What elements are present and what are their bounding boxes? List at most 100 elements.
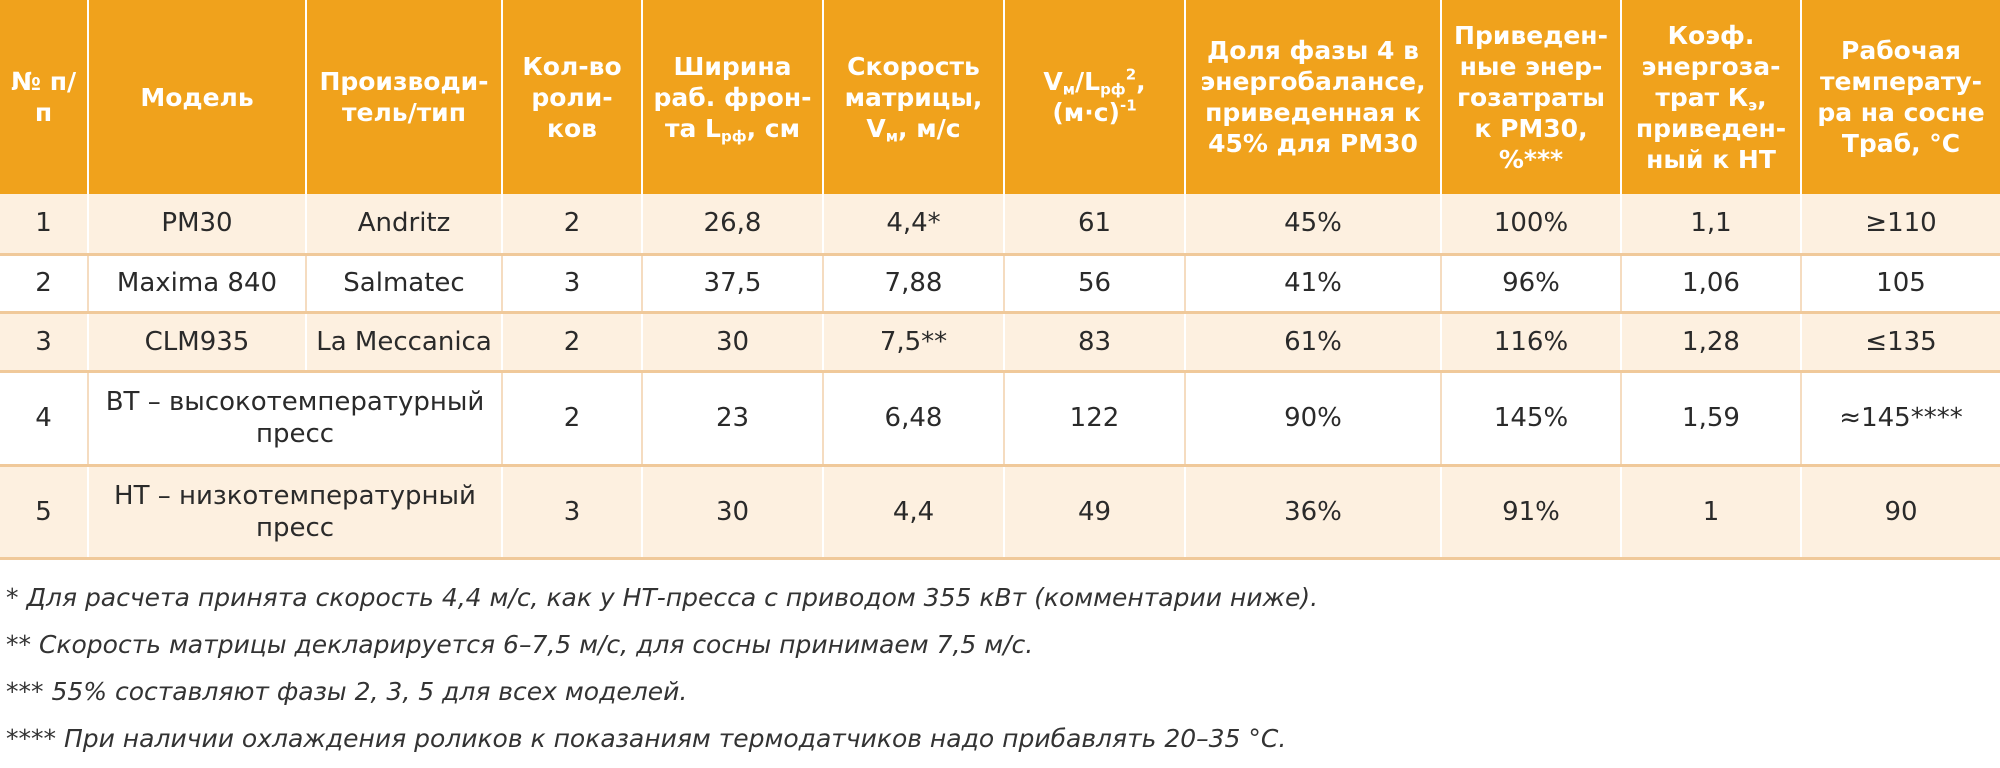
cell-energy-coef: 1,1 — [1620, 194, 1801, 256]
table-row: 4 ВТ – высокотемпературный пресс 2 23 6,… — [0, 371, 2000, 467]
footnote-2: ** Скорость матрицы декларируется 6–7,5 … — [6, 630, 1034, 659]
footnote-3: *** 55% составляют фазы 2, 3, 5 для всех… — [6, 677, 688, 706]
header-ratio-superscript: 2 — [1125, 65, 1137, 84]
header-energy-coef: Коэф. энергоза-трат Кэ, приведен-ный к Н… — [1620, 0, 1801, 194]
cell-phase4-share: 90% — [1184, 371, 1441, 467]
header-manufacturer-label: Производи-тель/тип — [319, 67, 489, 127]
cell-phase4-share: 36% — [1184, 465, 1441, 560]
header-number-label: № п/п — [10, 67, 77, 127]
cell-width: 26,8 — [641, 194, 823, 256]
cell-temperature: ≤135 — [1800, 312, 2000, 373]
header-ratio-exponent: -1 — [1119, 96, 1137, 115]
header-energy-coef-rest: , приведен-ный к НТ — [1635, 82, 1787, 174]
cell-width: 30 — [641, 312, 823, 373]
table-header-row: № п/п Модель Производи-тель/тип Кол-во р… — [0, 0, 2000, 194]
header-speed-subscript: м — [885, 127, 899, 145]
cell-energy-coef: 1,28 — [1620, 312, 1801, 373]
cell-manufacturer: Andritz — [305, 194, 502, 256]
header-roller-count: Кол-во роли-ков — [501, 0, 642, 194]
cell-model: CLM935 — [87, 312, 306, 373]
cell-roller-count: 3 — [501, 465, 642, 560]
header-roller-count-label: Кол-во роли-ков — [522, 51, 622, 143]
cell-speed: 4,4 — [822, 465, 1004, 560]
cell-model: РМ30 — [87, 194, 306, 256]
cell-energy-coef: 1,06 — [1620, 254, 1801, 314]
header-energy-coef-label: Коэф. энергоза-трат К — [1641, 20, 1781, 112]
header-ratio-subscript-m: м — [1062, 80, 1075, 99]
table-row: 1 РМ30 Andritz 2 26,8 4,4* 61 45% 100% 1… — [0, 194, 2000, 256]
cell-energy-cost: 91% — [1440, 465, 1621, 560]
header-number: № п/п — [0, 0, 88, 194]
cell-energy-cost: 100% — [1440, 194, 1621, 256]
header-speed: Скорость матрицы, Vм, м/с — [822, 0, 1004, 194]
header-model: Модель — [87, 0, 306, 194]
header-width: Ширина раб. фрон-та Lрф, см — [641, 0, 823, 194]
cell-model: ВТ – высокотемпературный пресс — [87, 371, 502, 467]
header-energy-coef-subscript: э — [1748, 96, 1758, 114]
cell-phase4-share: 41% — [1184, 254, 1441, 314]
header-manufacturer: Производи-тель/тип — [305, 0, 502, 194]
cell-speed: 7,5** — [822, 312, 1004, 373]
header-width-unit: , см — [746, 113, 801, 143]
footnotes: * Для расчета принята скорость 4,4 м/с, … — [6, 574, 1986, 762]
header-width-label: Ширина раб. фрон-та L — [653, 51, 812, 143]
cell-ratio: 56 — [1003, 254, 1185, 314]
cell-speed: 7,88 — [822, 254, 1004, 314]
cell-temperature: 105 — [1800, 254, 2000, 314]
cell-width: 23 — [641, 371, 823, 467]
footnote-4: **** При наличии охлаждения роликов к по… — [6, 724, 1287, 753]
cell-ratio: 49 — [1003, 465, 1185, 560]
header-ratio-subscript-rf: рф — [1100, 80, 1126, 99]
cell-phase4-share: 61% — [1184, 312, 1441, 373]
header-speed-unit: , м/с — [898, 113, 961, 143]
cell-manufacturer: Salmatec — [305, 254, 502, 314]
table-row: 3 CLM935 La Meccanica 2 30 7,5** 83 61% … — [0, 312, 2000, 373]
table-row: 2 Maxima 840 Salmatec 3 37,5 7,88 56 41%… — [0, 254, 2000, 314]
cell-energy-cost: 116% — [1440, 312, 1621, 373]
cell-energy-cost: 96% — [1440, 254, 1621, 314]
header-energy-cost: Приведен-ные энер-гозатраты к РМ30, %*** — [1440, 0, 1621, 194]
footnote-1: * Для расчета принята скорость 4,4 м/с, … — [6, 583, 1319, 612]
header-temperature-label: Рабочая температу-ра на сосне Траб, °С — [1817, 36, 1985, 158]
cell-speed: 4,4* — [822, 194, 1004, 256]
cell-temperature: 90 — [1800, 465, 2000, 560]
cell-temperature: ≥110 — [1800, 194, 2000, 256]
cell-model: НТ – низкотемпературный пресс — [87, 465, 502, 560]
header-speed-label: Скорость матрицы, V — [844, 51, 983, 143]
cell-number: 5 — [0, 465, 88, 560]
header-temperature: Рабочая температу-ра на сосне Траб, °С — [1800, 0, 2000, 194]
table-row: 5 НТ – низкотемпературный пресс 3 30 4,4… — [0, 465, 2000, 560]
header-ratio-label: V — [1043, 67, 1063, 96]
cell-energy-coef: 1 — [1620, 465, 1801, 560]
header-ratio: Vм/Lрф2, (м·с)-1 — [1003, 0, 1185, 194]
header-ratio-mid: /L — [1075, 67, 1101, 96]
header-ratio-unit: (м·с) — [1052, 98, 1120, 127]
cell-ratio: 61 — [1003, 194, 1185, 256]
cell-phase4-share: 45% — [1184, 194, 1441, 256]
cell-width: 37,5 — [641, 254, 823, 314]
cell-speed: 6,48 — [822, 371, 1004, 467]
cell-width: 30 — [641, 465, 823, 560]
press-comparison-table: № п/п Модель Производи-тель/тип Кол-во р… — [0, 0, 2000, 560]
cell-manufacturer: La Meccanica — [305, 312, 502, 373]
cell-energy-cost: 145% — [1440, 371, 1621, 467]
cell-number: 1 — [0, 194, 88, 256]
cell-number: 3 — [0, 312, 88, 373]
header-phase4-share: Доля фазы 4 в энергобалансе, приведенная… — [1184, 0, 1441, 194]
cell-number: 2 — [0, 254, 88, 314]
cell-model: Maxima 840 — [87, 254, 306, 314]
cell-number: 4 — [0, 371, 88, 467]
header-model-label: Модель — [140, 82, 254, 112]
header-energy-cost-label: Приведен-ные энер-гозатраты к РМ30, %*** — [1454, 20, 1608, 174]
cell-ratio: 83 — [1003, 312, 1185, 373]
cell-temperature: ≈145**** — [1800, 371, 2000, 467]
header-width-subscript: рф — [720, 127, 747, 145]
cell-roller-count: 2 — [501, 371, 642, 467]
cell-roller-count: 2 — [501, 312, 642, 373]
header-ratio-comma: , — [1136, 67, 1146, 96]
cell-roller-count: 2 — [501, 194, 642, 256]
header-phase4-share-label: Доля фазы 4 в энергобалансе, приведенная… — [1200, 36, 1426, 158]
cell-energy-coef: 1,59 — [1620, 371, 1801, 467]
cell-ratio: 122 — [1003, 371, 1185, 467]
